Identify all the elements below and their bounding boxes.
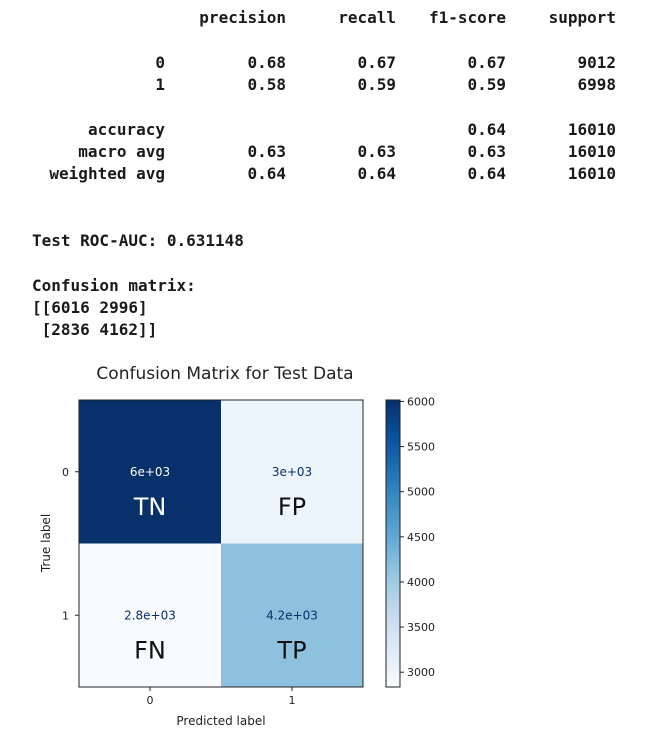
chart-title: Confusion Matrix for Test Data xyxy=(96,364,353,384)
cell-annotation: TP xyxy=(276,636,306,664)
x-tick-label: 0 xyxy=(147,694,154,707)
row-precision: 0.64 xyxy=(247,164,286,183)
plot-frame xyxy=(78,399,364,688)
row-f1: 0.59 xyxy=(467,75,506,94)
confusion-matrix-line: [2836 4162]] xyxy=(32,320,158,339)
x-axis-label: Predicted label xyxy=(176,714,265,728)
cell-value-label: 4.2e+03 xyxy=(266,609,318,623)
header-recall: recall xyxy=(338,8,396,27)
header-support: support xyxy=(548,8,616,27)
confusion-matrix-line: [[6016 2996] xyxy=(32,298,148,317)
colorbar-tick-label: 5000 xyxy=(407,486,435,499)
row-label: weighted avg xyxy=(49,164,165,183)
y-axis-label: True label xyxy=(39,514,53,573)
heatmap-cell xyxy=(79,543,221,687)
x-tick-label: 1 xyxy=(289,694,296,707)
confusion-matrix-heatmap: Confusion Matrix for Test Data 6e+03 TN 3e… xyxy=(39,364,435,728)
row-recall: 0.64 xyxy=(357,164,396,183)
row-support: 9012 xyxy=(577,53,616,72)
heatmap-cell xyxy=(79,400,221,544)
cell-value-label: 3e+03 xyxy=(272,465,312,479)
y-tick-label: 0 xyxy=(62,466,69,479)
cell-value-label: 2.8e+03 xyxy=(124,609,176,623)
row-support: 16010 xyxy=(567,120,616,139)
colorbar-tick-label: 3500 xyxy=(407,621,435,634)
row-f1: 0.64 xyxy=(467,164,506,183)
colorbar xyxy=(385,399,401,688)
cell-annotation: FN xyxy=(134,636,166,664)
row-recall: 0.67 xyxy=(357,53,396,72)
row-precision: 0.68 xyxy=(247,53,286,72)
row-f1: 0.64 xyxy=(467,120,506,139)
heatmap-cell xyxy=(221,400,363,544)
row-label: 1 xyxy=(155,75,165,94)
row-label: 0 xyxy=(155,53,165,72)
row-precision: 0.63 xyxy=(247,142,286,161)
heatmap-cell xyxy=(221,543,363,687)
row-support: 16010 xyxy=(567,164,616,183)
row-f1: 0.63 xyxy=(467,142,506,161)
row-support: 6998 xyxy=(577,75,616,94)
y-tick-label: 1 xyxy=(62,609,69,622)
colorbar-tick-label: 3000 xyxy=(407,666,435,679)
cell-value-label: 6e+03 xyxy=(130,465,170,479)
row-precision: 0.58 xyxy=(247,75,286,94)
colorbar-tick-label: 4000 xyxy=(407,576,435,589)
confusion-matrix-title: Confusion matrix: xyxy=(32,276,196,295)
cell-annotation: FP xyxy=(278,493,306,521)
colorbar-tick-label: 5500 xyxy=(407,441,435,454)
row-f1: 0.67 xyxy=(467,53,506,72)
header-precision: precision xyxy=(199,8,286,27)
row-label: accuracy xyxy=(87,120,165,139)
header-f1-score: f1-score xyxy=(428,8,506,27)
row-support: 16010 xyxy=(567,142,616,161)
row-label: macro avg xyxy=(78,142,165,161)
cell-annotation: TN xyxy=(133,493,167,521)
roc-auc-line: Test ROC-AUC: 0.631148 xyxy=(32,231,244,250)
colorbar-tick-label: 6000 xyxy=(407,395,435,408)
row-recall: 0.59 xyxy=(357,75,396,94)
colorbar-tick-label: 4500 xyxy=(407,531,435,544)
row-recall: 0.63 xyxy=(357,142,396,161)
